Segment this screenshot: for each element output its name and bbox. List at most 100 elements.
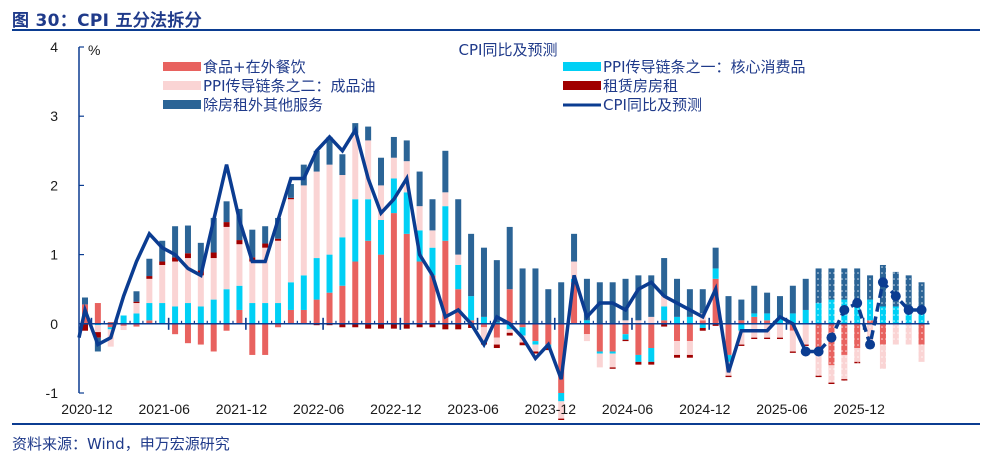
bar-segment — [313, 150, 320, 172]
bar-segment — [764, 313, 771, 321]
bar-segment — [506, 323, 513, 330]
bar-segment — [661, 258, 668, 297]
bar-segment — [107, 323, 114, 328]
bar-segment — [133, 313, 140, 324]
bar-segment — [287, 184, 294, 198]
bar-segment — [326, 254, 333, 293]
bar-segment — [197, 242, 204, 271]
bar-segment — [776, 316, 783, 324]
bar-segment — [686, 354, 693, 358]
bar-segment — [558, 323, 565, 393]
bar-segment — [622, 334, 629, 340]
legend-swatch — [163, 81, 201, 90]
bar-segment — [403, 323, 410, 329]
bar-segment — [635, 323, 642, 355]
bar-segment — [571, 233, 578, 262]
bar-segment — [622, 278, 629, 321]
y-tick-label: 1 — [50, 247, 58, 263]
bar-segment — [94, 303, 101, 324]
bar-segment — [378, 220, 385, 255]
bar-segment — [352, 261, 359, 324]
top-rule — [12, 29, 980, 31]
bar-segment — [609, 367, 616, 369]
bar-segment — [236, 244, 243, 286]
legend-label: PPI传导链条之一：核心消费品 — [603, 58, 806, 76]
legend-swatch — [563, 62, 601, 71]
bar-segment — [313, 258, 320, 300]
bar-segment — [287, 282, 294, 310]
bar-segment — [262, 323, 269, 355]
bar-segment — [275, 238, 282, 241]
bar-segment — [287, 197, 294, 200]
bar-segment — [390, 323, 397, 329]
bar-segment — [725, 296, 732, 324]
bar-segment — [674, 323, 681, 342]
forecast-bar-overlay — [841, 354, 848, 380]
forecast-bar-overlay — [815, 375, 822, 378]
bar-segment — [172, 261, 179, 307]
bar-segment — [429, 323, 436, 328]
legend-label: 租赁房房租 — [603, 77, 678, 95]
bar-segment — [197, 275, 204, 307]
bar-segment — [159, 264, 166, 304]
bar-segment — [210, 252, 217, 259]
bar-segment — [120, 323, 127, 326]
bar-segment — [146, 258, 153, 277]
bar-segment — [686, 316, 693, 324]
bar-segment — [802, 278, 809, 310]
bar-segment — [339, 285, 346, 324]
bar-segment — [558, 282, 565, 324]
bar-segment — [184, 303, 191, 324]
bar-segment — [262, 247, 269, 304]
bar-segment — [648, 323, 655, 349]
bar-segment — [94, 325, 101, 333]
bar-segment — [133, 303, 140, 314]
x-tick-label: 2025-12 — [834, 401, 886, 417]
bar-segment — [661, 296, 668, 307]
forecast-bar-overlay — [879, 344, 886, 369]
x-tick-label: 2023-12 — [525, 401, 577, 417]
forecast-bar-overlay — [918, 282, 925, 314]
bar-segment — [468, 233, 475, 297]
bar-segment — [94, 332, 101, 338]
bar-segment — [648, 361, 655, 365]
bar-segment — [532, 341, 539, 345]
bar-segment — [506, 289, 513, 324]
bar-segment — [622, 323, 629, 335]
bar-segment — [493, 323, 500, 338]
legend-swatch — [163, 62, 201, 71]
x-ticks: 2020-12 2021-06 2021-12 2022-06 2022-12 2023-… — [61, 317, 929, 417]
bar-segment — [751, 285, 758, 314]
bar-segment — [609, 323, 616, 352]
x-tick-label: 2021-06 — [139, 401, 191, 417]
bar-segment — [455, 264, 462, 290]
bar-segment — [365, 240, 372, 324]
bar-segment — [197, 323, 204, 345]
bar-segment — [365, 126, 372, 141]
bar-segment — [532, 344, 539, 352]
bar-segment — [480, 316, 487, 324]
bar-segment — [172, 323, 179, 335]
legend-label: CPI同比及预测 — [603, 96, 702, 114]
bar-segment — [429, 275, 436, 324]
bar-segment — [390, 157, 397, 179]
forecast-bar-overlay — [918, 344, 925, 362]
bar-segment — [609, 351, 616, 354]
bar-segment — [738, 330, 745, 345]
bar-segment — [403, 192, 410, 234]
bar-segment — [249, 323, 256, 355]
forecast-bar-overlay — [828, 323, 835, 366]
bar-segment — [480, 323, 487, 328]
bar-segment — [326, 136, 333, 165]
bar-segment — [403, 140, 410, 162]
cpi-line-layer — [77, 125, 927, 380]
bar-segment — [493, 344, 500, 349]
forecast-bar-overlay — [879, 306, 886, 324]
forecast-bar-overlay — [918, 323, 925, 345]
bar-segment — [635, 361, 642, 365]
bar-segment — [107, 327, 114, 330]
bar-segment — [802, 344, 809, 346]
bar-segment — [159, 261, 166, 265]
cpi-forecast-point — [839, 304, 850, 315]
bar-segment — [519, 327, 526, 336]
